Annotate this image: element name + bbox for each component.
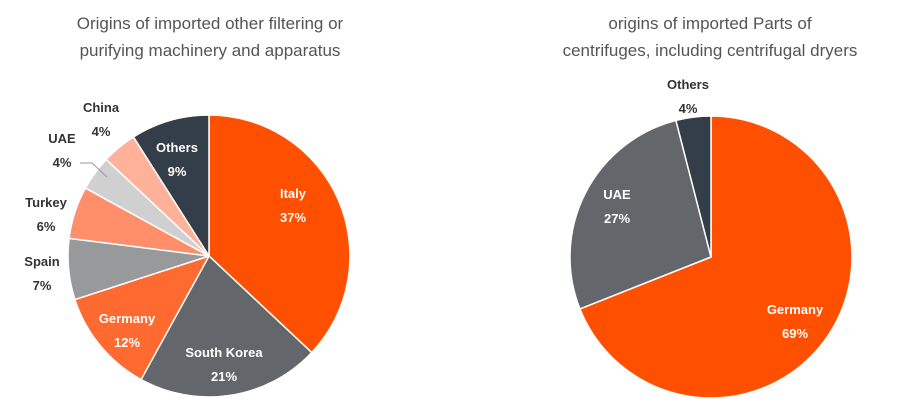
pie-chart-centrifuge-parts: Germany 69% UAE 27% Others 4% [569, 77, 853, 399]
slice-label-others: Others [156, 140, 198, 155]
slice-label-italy: Italy [280, 186, 307, 201]
slice-label-spain: Spain [24, 254, 59, 269]
pie-slice-uae [569, 119, 712, 310]
slice-label-turkey: Turkey [25, 195, 67, 210]
chart-title-left: Origins of imported other filtering or p… [20, 10, 400, 64]
slice-value-others: 9% [168, 164, 187, 179]
pie-slice-germany [74, 255, 210, 381]
slice-value-china: 4% [92, 124, 111, 139]
slice-label-others: Others [667, 77, 709, 92]
slice-label-germany: Germany [99, 311, 156, 326]
pie-slice-south-korea [140, 255, 313, 398]
slice-label-uae: UAE [603, 187, 631, 202]
slice-label-germany: Germany [767, 302, 824, 317]
slice-value-italy: 37% [280, 210, 306, 225]
chart-title-left-line2: purifying machinery and apparatus [79, 41, 341, 60]
slice-value-spain: 7% [33, 278, 52, 293]
slice-label-south-korea: South Korea [185, 345, 263, 360]
slice-label-uae: UAE [48, 131, 76, 146]
slice-value-turkey: 6% [37, 219, 56, 234]
pie-slice-germany [579, 115, 853, 399]
chart-title-right-line2: centrifuges, including centrifugal dryer… [562, 41, 858, 60]
slice-value-others: 4% [679, 101, 698, 116]
pie-chart-filtering-machinery: Italy 37% South Korea 21% Germany 12% Spain 7% T… [24, 100, 351, 398]
pie-slice-others [132, 114, 210, 257]
slice-value-south-korea: 21% [211, 369, 237, 384]
slice-value-germany: 69% [782, 326, 808, 341]
pie-slice-italy [208, 114, 351, 354]
chart-title-right-line1: origins of imported Parts of [608, 14, 812, 33]
chart-title-right: origins of imported Parts of centrifuges… [520, 10, 900, 64]
slice-label-china: China [83, 100, 120, 115]
slice-value-germany: 12% [114, 335, 140, 350]
chart-title-left-line1: Origins of imported other filtering or [76, 14, 344, 33]
leader-line-uae [80, 162, 108, 178]
slice-value-uae: 27% [604, 211, 630, 226]
pie-slice-others [675, 115, 712, 258]
slice-value-uae: 4% [53, 155, 72, 170]
